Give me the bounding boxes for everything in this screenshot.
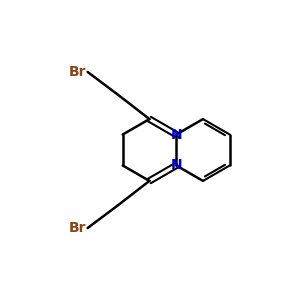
Text: Br: Br: [69, 65, 86, 79]
Text: N: N: [170, 158, 182, 172]
Text: N: N: [170, 128, 182, 142]
Text: Br: Br: [69, 221, 86, 235]
